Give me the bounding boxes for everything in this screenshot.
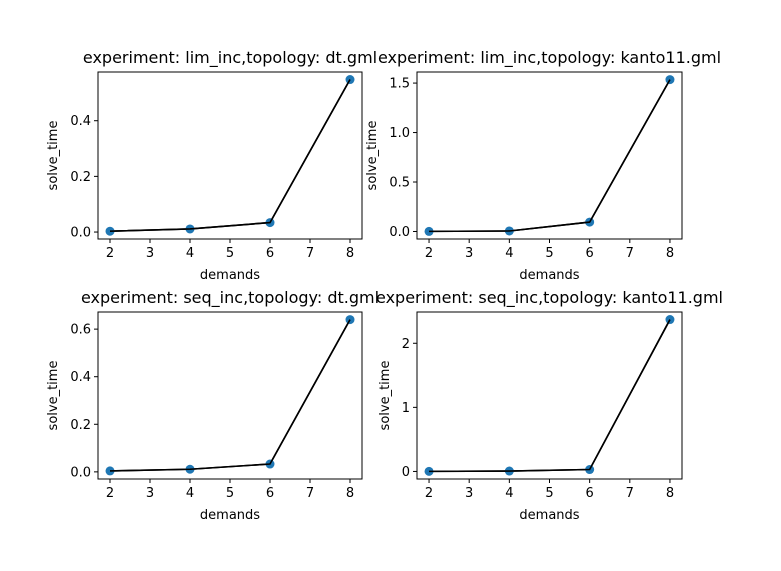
x-tick-label: 8 [666, 246, 674, 261]
series-line [429, 79, 671, 233]
x-tick-label: 2 [106, 486, 114, 501]
y-tick-label: 0.4 [70, 114, 91, 129]
subplot-seq-inc-dt: 2 3 4 5 6 7 8 0.0 0.2 0.4 0.6 experiment: seq_inc,t… [46, 288, 379, 523]
x-tick-label: 3 [465, 246, 473, 261]
x-tick-label: 7 [306, 246, 314, 261]
x-axis-label: demands [200, 268, 260, 283]
axes-frame [97, 71, 363, 240]
series-line [109, 79, 351, 233]
x-tick-label: 4 [505, 246, 513, 261]
series-line-overlay [429, 319, 671, 473]
x-tick-label: 2 [425, 246, 433, 261]
x-tick-label: 6 [586, 246, 594, 261]
x-tick-label: 6 [586, 486, 594, 501]
x-tick-label: 7 [626, 486, 634, 501]
x-tick-label: 4 [186, 246, 194, 261]
x-tick-label: 2 [425, 486, 433, 501]
x-tick-label: 4 [505, 486, 513, 501]
x-tick-label: 2 [106, 246, 114, 261]
x-tick-label: 7 [306, 486, 314, 501]
x-tick-label: 3 [146, 486, 154, 501]
y-tick-label: 0.4 [70, 370, 91, 385]
subplot-title: experiment: seq_inc,topology: kanto11.gm… [376, 288, 723, 308]
x-axis-label: demands [519, 268, 579, 283]
y-axis-label: solve_time [46, 121, 61, 191]
x-tick-label: 6 [266, 246, 274, 261]
axes-frame [416, 71, 683, 240]
y-tick-label: 0.6 [70, 323, 91, 338]
y-tick-label: 2 [402, 337, 410, 352]
y-tick-label: 0.0 [70, 226, 91, 241]
subplot-title: experiment: lim_inc,topology: dt.gml [83, 48, 377, 68]
series-line-overlay [109, 79, 351, 233]
x-tick-label: 4 [186, 486, 194, 501]
series-line-overlay [109, 319, 351, 472]
subplot-title: experiment: seq_inc,topology: dt.gml [81, 288, 379, 308]
y-tick-label: 1 [402, 401, 410, 416]
y-tick-label: 1.5 [389, 77, 410, 92]
series-line [109, 319, 351, 472]
series-line-overlay [429, 79, 671, 233]
x-tick-label: 7 [626, 246, 634, 261]
x-tick-label: 5 [545, 486, 553, 501]
y-axis-label: solve_time [365, 121, 380, 191]
x-tick-label: 8 [666, 486, 674, 501]
y-tick-label: 0.0 [389, 225, 410, 240]
y-tick-label: 0.2 [70, 418, 91, 433]
y-tick-label: 0.5 [389, 176, 410, 191]
subplot-lim-inc-kanto11: 2 3 4 5 6 7 8 0.0 0.5 1.0 1.5 experiment: lim_inc,t… [365, 48, 721, 283]
x-tick-label: 8 [346, 486, 354, 501]
y-tick-label: 0 [402, 465, 410, 480]
x-tick-label: 3 [146, 246, 154, 261]
x-axis-label: demands [519, 508, 579, 523]
x-tick-label: 8 [346, 246, 354, 261]
x-axis-label: demands [200, 508, 260, 523]
axes-frame [97, 311, 363, 480]
x-tick-label: 5 [226, 246, 234, 261]
series-line [429, 319, 671, 473]
y-tick-label: 0.0 [70, 465, 91, 480]
x-tick-label: 3 [465, 486, 473, 501]
axes-frame [416, 311, 683, 480]
subplot-title: experiment: lim_inc,topology: kanto11.gm… [378, 48, 721, 68]
x-tick-label: 5 [545, 246, 553, 261]
subplot-lim-inc-dt: 2 3 4 5 6 7 8 0.0 0.2 0.4 experiment: lim_inc,topo… [46, 48, 377, 283]
y-axis-label: solve_time [46, 361, 61, 431]
y-tick-label: 1.0 [389, 126, 410, 141]
y-axis-label: solve_time [378, 361, 393, 431]
y-tick-label: 0.2 [70, 170, 91, 185]
x-tick-label: 6 [266, 486, 274, 501]
subplot-seq-inc-kanto11: 2 3 4 5 6 7 8 0 1 2 experiment: seq_inc,topology: … [376, 288, 723, 523]
x-tick-label: 5 [226, 486, 234, 501]
